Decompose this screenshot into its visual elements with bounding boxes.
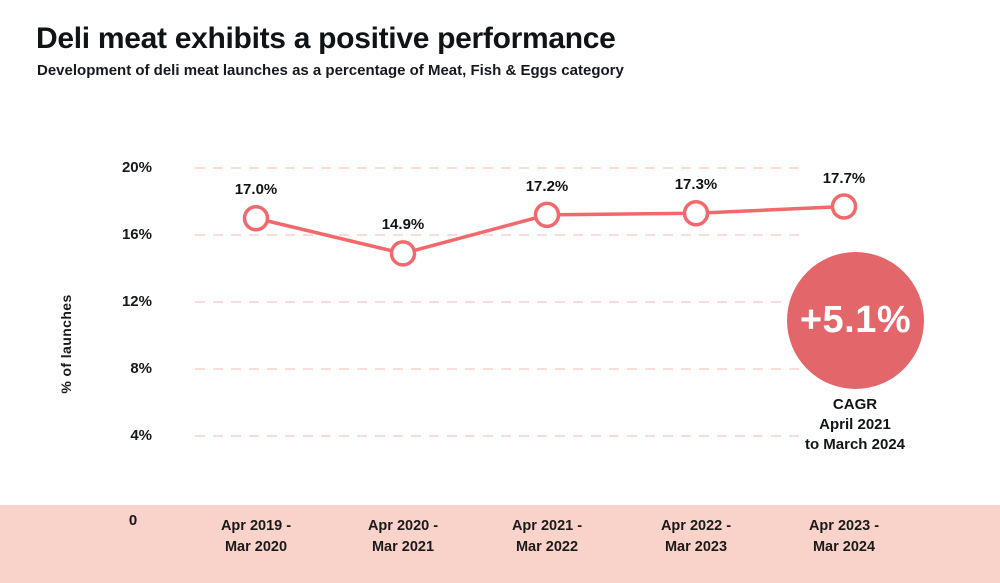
cagr-badge: +5.1% <box>787 252 924 389</box>
y-tick-label: 20% <box>121 159 152 176</box>
data-point-marker <box>830 193 858 220</box>
data-point-marker <box>682 199 710 227</box>
y-tick-label: 8% <box>130 360 152 377</box>
x-axis-label: Apr 2022 - Mar 2023 <box>660 518 732 555</box>
y-tick-label-zero: 0 <box>128 512 138 529</box>
x-axis-label: Apr 2023 - Mar 2024 <box>808 518 880 555</box>
data-point-label: 17.7% <box>822 169 866 187</box>
x-axis-label: Apr 2021 - Mar 2022 <box>511 518 583 555</box>
data-point-label: 17.0% <box>234 181 278 199</box>
data-point-marker <box>242 205 270 232</box>
y-tick-label: 4% <box>130 427 152 444</box>
y-axis-title: % of launches <box>58 294 74 394</box>
x-axis-band <box>0 505 1000 583</box>
data-point-label: 14.9% <box>381 216 425 234</box>
x-axis-label: Apr 2020 - Mar 2021 <box>367 518 439 555</box>
cagr-badge-value: +5.1% <box>799 299 912 341</box>
data-point-label: 17.3% <box>674 176 718 194</box>
data-point-marker <box>389 240 417 267</box>
page-subtitle: Development of deli meat launches as a p… <box>37 62 624 79</box>
data-point-label: 17.2% <box>525 177 569 195</box>
y-tick-label: 12% <box>121 293 152 310</box>
x-axis-label: Apr 2019 - Mar 2020 <box>220 518 292 555</box>
cagr-caption: CAGR April 2021 to March 2024 <box>804 396 906 453</box>
data-point-marker <box>533 201 561 229</box>
page-title: Deli meat exhibits a positive performanc… <box>36 22 616 55</box>
y-tick-label: 16% <box>121 226 152 243</box>
